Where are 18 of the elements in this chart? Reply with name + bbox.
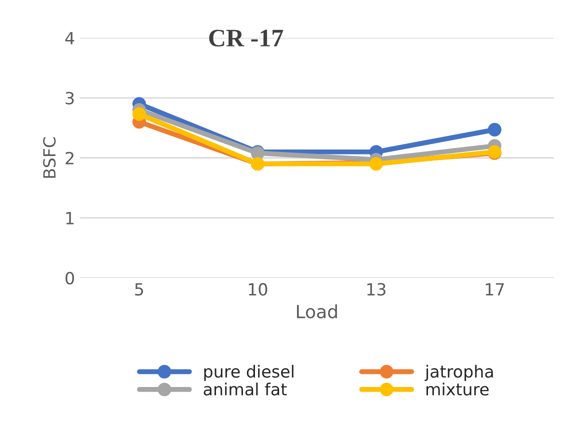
x-tick-label: 13	[367, 283, 386, 296]
x-tick-label: 10	[248, 283, 268, 296]
point	[132, 107, 146, 121]
y-tick-label: 2	[66, 152, 74, 164]
x-axis-title: Load	[297, 304, 337, 318]
x-tick-label: 5	[135, 283, 144, 296]
legend-label: animal fat	[204, 382, 287, 396]
y-tick-label: 3	[66, 92, 74, 104]
y-tick-label: 4	[65, 32, 74, 44]
legend-label: jatropha	[424, 364, 493, 381]
legend-label: pure diesel	[204, 364, 294, 381]
x-tick-label: 17	[486, 283, 504, 296]
y-axis-title: BSFC	[43, 137, 56, 178]
legend-label: mixture	[426, 382, 489, 396]
y-tick-label: 1	[66, 212, 74, 224]
y-tick-label: 0	[66, 272, 74, 284]
point	[488, 122, 502, 136]
chart-title: CR -17	[209, 30, 284, 47]
